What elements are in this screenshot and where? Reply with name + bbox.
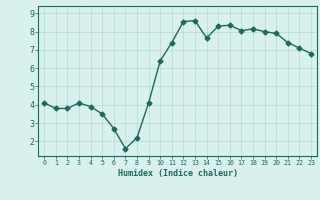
X-axis label: Humidex (Indice chaleur): Humidex (Indice chaleur) [118,169,238,178]
